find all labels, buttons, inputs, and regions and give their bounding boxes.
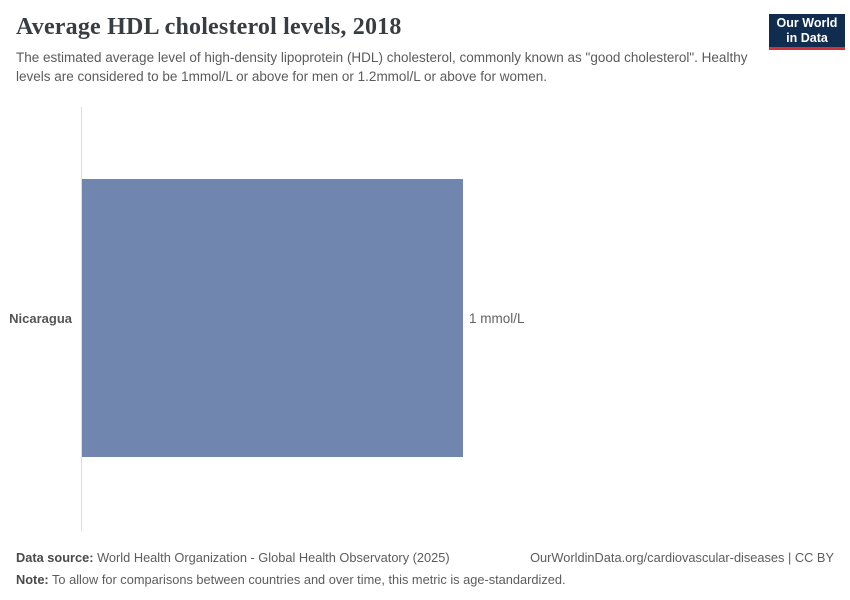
- note-text: To allow for comparisons between countri…: [48, 571, 566, 587]
- data-source-line: Data source: World Health Organization -…: [16, 548, 450, 568]
- owid-logo[interactable]: Our World in Data: [769, 14, 845, 50]
- entity-label: Nicaragua: [9, 311, 72, 326]
- bar-nicaragua: [82, 179, 463, 457]
- owid-logo-line2: in Data: [786, 30, 828, 45]
- note-label: Note:: [16, 571, 49, 587]
- owid-url[interactable]: OurWorldinData.org/cardiovascular-diseas…: [530, 550, 834, 565]
- chart-title: Average HDL cholesterol levels, 2018: [16, 14, 402, 40]
- y-axis-line: [81, 107, 82, 531]
- chart-subtitle: The estimated average level of high-dens…: [16, 50, 748, 85]
- chart-header: Average HDL cholesterol levels, 2018 The…: [16, 14, 850, 86]
- footer-note: Note: To allow for comparisons between c…: [16, 570, 834, 590]
- data-source-text: World Health Organization - Global Healt…: [93, 550, 450, 565]
- footer-row-source: Data source: World Health Organization -…: [16, 548, 834, 568]
- owid-logo-line1: Our World: [776, 15, 838, 30]
- data-source-label: Data source:: [16, 550, 94, 565]
- value-label: 1 mmol/L: [469, 311, 525, 326]
- chart-footer: Data source: World Health Organization -…: [16, 548, 834, 590]
